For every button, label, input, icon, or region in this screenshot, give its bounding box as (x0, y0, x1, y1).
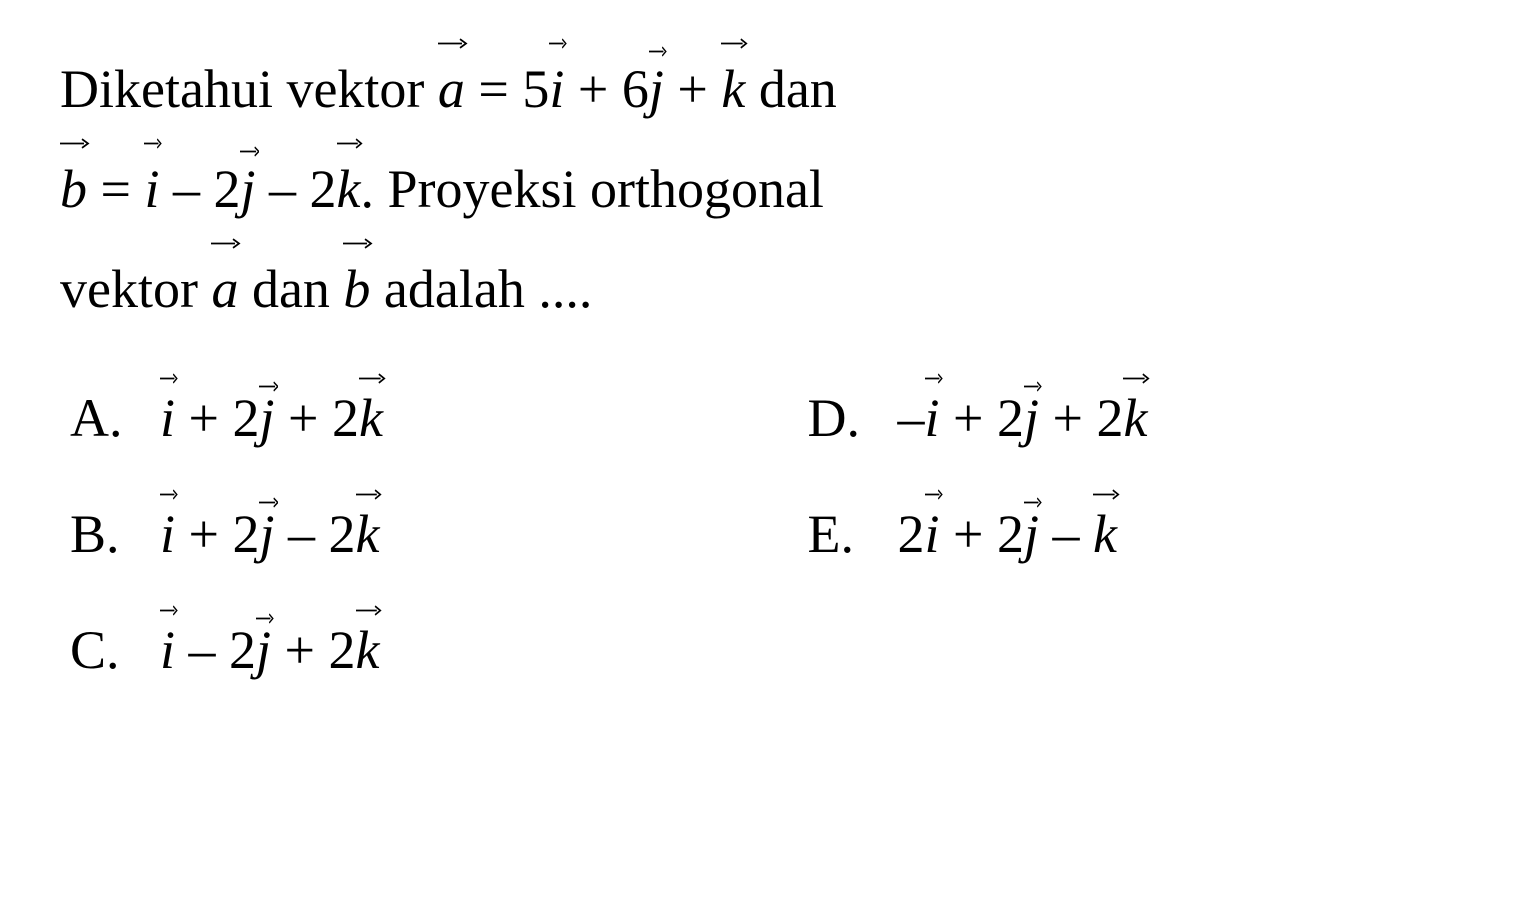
coef-2: 2 (329, 504, 356, 564)
coef-6: 6 (622, 59, 649, 119)
option-c-label: C. (70, 607, 160, 693)
plus: + (271, 620, 328, 680)
coef-2: 2 (310, 159, 337, 219)
vec-i: i (160, 607, 175, 693)
vec-k: k (1123, 375, 1147, 461)
options-grid: A. i + 2j + 2k D. –i + 2j + 2k B. i + 2j… (60, 375, 1465, 694)
vec-a: a (211, 240, 238, 340)
plus: + (175, 388, 232, 448)
option-a: A. i + 2j + 2k (70, 375, 728, 461)
vec-i: i (549, 40, 564, 140)
problem-line-1: Diketahui vektor a = 5i + 6j + k dan (60, 40, 1465, 140)
vec-k: k (356, 491, 380, 577)
vec-i: i (160, 375, 175, 461)
coef-2: 2 (213, 159, 240, 219)
vec-j: j (256, 607, 271, 693)
equals: = (87, 159, 144, 219)
option-e: E. 2i + 2j – k (808, 491, 1466, 577)
vec-j: j (259, 375, 274, 461)
vec-j: j (259, 491, 274, 577)
coef-2: 2 (997, 504, 1024, 564)
coef-2: 2 (329, 620, 356, 680)
plus: + (275, 388, 332, 448)
text-prefix-3: vektor (60, 259, 211, 319)
coef-2: 2 (997, 388, 1024, 448)
option-d: D. –i + 2j + 2k (808, 375, 1466, 461)
option-c-expr: i – 2j + 2k (160, 607, 379, 693)
coef-2: 2 (232, 388, 259, 448)
coef-5: 5 (522, 59, 549, 119)
vec-i: i (925, 491, 940, 577)
option-e-label: E. (808, 491, 898, 577)
option-b: B. i + 2j – 2k (70, 491, 728, 577)
option-empty (808, 607, 1466, 693)
vec-i: i (925, 375, 940, 461)
option-a-label: A. (70, 375, 160, 461)
vec-i: i (160, 491, 175, 577)
plus: + (940, 388, 997, 448)
minus: – (175, 620, 229, 680)
option-a-expr: i + 2j + 2k (160, 375, 383, 461)
coef-2: 2 (229, 620, 256, 680)
vec-k: k (359, 375, 383, 461)
option-c: C. i – 2j + 2k (70, 607, 728, 693)
option-b-label: B. (70, 491, 160, 577)
minus: – (159, 159, 213, 219)
text-mid-3: dan (238, 259, 343, 319)
coef-2: 2 (1096, 388, 1123, 448)
vec-j: j (1024, 375, 1039, 461)
plus: + (1039, 388, 1096, 448)
coef-2: 2 (332, 388, 359, 448)
minus: – (256, 159, 310, 219)
option-d-expr: –i + 2j + 2k (898, 375, 1148, 461)
vec-b: b (60, 140, 87, 240)
vec-j: j (240, 140, 255, 240)
text-suffix-1: dan (745, 59, 836, 119)
vec-j: j (649, 40, 664, 140)
plus: + (175, 504, 232, 564)
text-prefix-1: Diketahui vektor (60, 59, 438, 119)
minus: – (1039, 504, 1093, 564)
vec-k: k (356, 607, 380, 693)
plus: + (564, 59, 621, 119)
vec-j: j (1024, 491, 1039, 577)
equation-b: b = i – 2j – 2k (60, 159, 360, 219)
plus: + (664, 59, 721, 119)
problem-statement: Diketahui vektor a = 5i + 6j + k dan b =… (60, 40, 1465, 340)
equation-a: a = 5i + 6j + k (438, 59, 745, 119)
problem-line-3: vektor a dan b adalah .... (60, 240, 1465, 340)
option-e-expr: 2i + 2j – k (898, 491, 1117, 577)
coef-2: 2 (232, 504, 259, 564)
vec-k: k (721, 40, 745, 140)
plus: + (940, 504, 997, 564)
option-d-label: D. (808, 375, 898, 461)
text-suffix-3: adalah .... (370, 259, 592, 319)
vec-k: k (337, 140, 361, 240)
vec-k: k (1093, 491, 1117, 577)
problem-line-2: b = i – 2j – 2k. Proyeksi orthogonal (60, 140, 1465, 240)
vec-a: a (438, 40, 465, 140)
vec-b: b (343, 240, 370, 340)
coef-2: 2 (898, 504, 925, 564)
vec-i: i (144, 140, 159, 240)
equals: = (465, 59, 522, 119)
minus: – (275, 504, 329, 564)
text-suffix-2: . Proyeksi orthogonal (360, 159, 823, 219)
option-b-expr: i + 2j – 2k (160, 491, 379, 577)
